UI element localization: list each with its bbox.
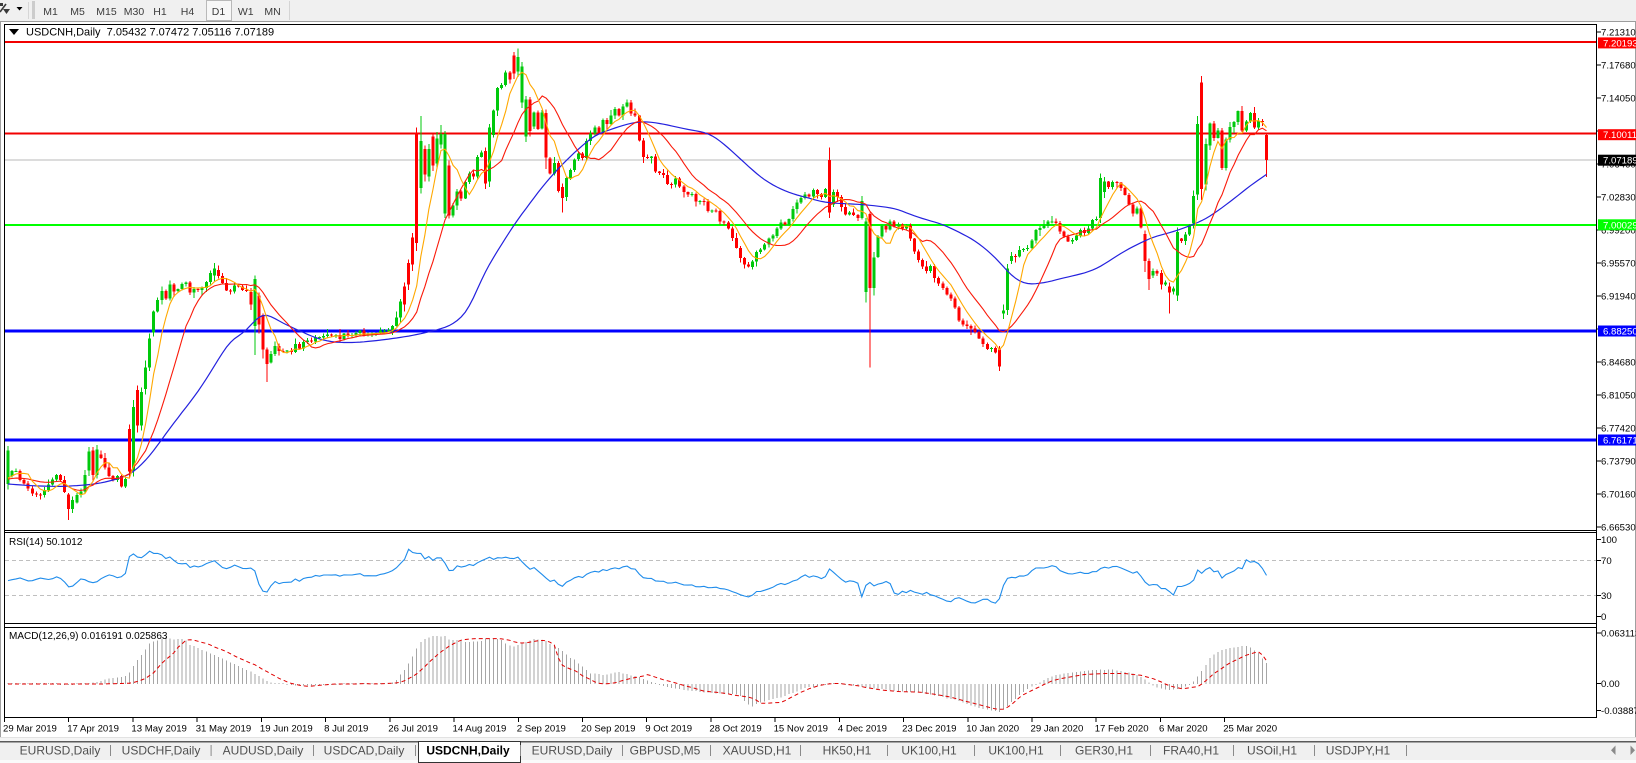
- svg-text:D1: D1: [212, 6, 226, 18]
- svg-text:7.10011: 7.10011: [1603, 130, 1636, 141]
- svg-text:2 Sep 2019: 2 Sep 2019: [517, 724, 566, 735]
- svg-text:7.02830: 7.02830: [1601, 193, 1636, 204]
- svg-text:20 Sep 2019: 20 Sep 2019: [581, 724, 635, 735]
- svg-text:30: 30: [1601, 591, 1612, 602]
- svg-text:6.91940: 6.91940: [1601, 292, 1636, 303]
- svg-text:H1: H1: [153, 6, 167, 18]
- svg-text:W1: W1: [238, 6, 254, 18]
- svg-text:28 Oct 2019: 28 Oct 2019: [709, 724, 761, 735]
- svg-text:6 Mar 2020: 6 Mar 2020: [1159, 724, 1208, 735]
- svg-text:13 May 2019: 13 May 2019: [131, 724, 186, 735]
- svg-text:26 Jul 2019: 26 Jul 2019: [388, 724, 438, 735]
- svg-text:USOil,H1: USOil,H1: [1247, 744, 1297, 758]
- svg-text:7.21310: 7.21310: [1601, 28, 1636, 39]
- svg-text:9 Oct 2019: 9 Oct 2019: [645, 724, 692, 735]
- svg-text:UK100,H1: UK100,H1: [988, 744, 1044, 758]
- svg-text:100: 100: [1601, 535, 1617, 546]
- svg-text:17 Apr 2019: 17 Apr 2019: [67, 724, 119, 735]
- svg-text:MN: MN: [264, 6, 280, 18]
- svg-text:USDCHF,Daily: USDCHF,Daily: [122, 744, 201, 758]
- svg-text:7.20193: 7.20193: [1603, 38, 1636, 49]
- svg-text:XAUUSD,H1: XAUUSD,H1: [723, 744, 792, 758]
- svg-text:H4: H4: [181, 6, 195, 18]
- svg-text:USDJPY,H1: USDJPY,H1: [1326, 744, 1391, 758]
- svg-text:8 Jul 2019: 8 Jul 2019: [324, 724, 368, 735]
- svg-text:19 Jun 2019: 19 Jun 2019: [260, 724, 313, 735]
- svg-text:4 Dec 2019: 4 Dec 2019: [838, 724, 887, 735]
- svg-text:15 Nov 2019: 15 Nov 2019: [774, 724, 828, 735]
- svg-text:GBPUSD,M5: GBPUSD,M5: [630, 744, 701, 758]
- svg-text:GER30,H1: GER30,H1: [1075, 744, 1133, 758]
- svg-text:6.88250: 6.88250: [1603, 327, 1636, 338]
- svg-text:7.14050: 7.14050: [1601, 94, 1636, 105]
- svg-text:14 Aug 2019: 14 Aug 2019: [453, 724, 507, 735]
- svg-text:6.66530: 6.66530: [1601, 523, 1636, 534]
- svg-text:6.70160: 6.70160: [1601, 490, 1636, 501]
- svg-text:6.81050: 6.81050: [1601, 391, 1636, 402]
- svg-text:23 Dec 2019: 23 Dec 2019: [902, 724, 956, 735]
- svg-text:FRA40,H1: FRA40,H1: [1163, 744, 1219, 758]
- svg-text:M5: M5: [70, 6, 85, 18]
- svg-text:25 Mar 2020: 25 Mar 2020: [1223, 724, 1277, 735]
- svg-text:UK100,H1: UK100,H1: [901, 744, 957, 758]
- svg-text:6.95570: 6.95570: [1601, 259, 1636, 270]
- svg-text:AUDUSD,Daily: AUDUSD,Daily: [223, 744, 304, 758]
- svg-text:USDCAD,Daily: USDCAD,Daily: [324, 744, 405, 758]
- svg-text:M1: M1: [43, 6, 58, 18]
- svg-text:-0.038875: -0.038875: [1601, 706, 1636, 717]
- svg-text:10 Jan 2020: 10 Jan 2020: [966, 724, 1019, 735]
- svg-text:MACD(12,26,9) 0.016191 0.02586: MACD(12,26,9) 0.016191 0.025863: [9, 631, 168, 642]
- svg-text:USDCNH,Daily 7.05432 7.07472: USDCNH,Daily 7.05432 7.07472 7.05116 7.0…: [26, 27, 274, 39]
- svg-text:6.77420: 6.77420: [1601, 424, 1636, 435]
- svg-text:6.99200: 6.99200: [1601, 226, 1636, 237]
- svg-text:6.84680: 6.84680: [1601, 358, 1636, 369]
- svg-text:7.07189: 7.07189: [1603, 156, 1636, 167]
- svg-text:29 Jan 2020: 29 Jan 2020: [1031, 724, 1084, 735]
- svg-text:0.00: 0.00: [1601, 679, 1620, 690]
- svg-text:HK50,H1: HK50,H1: [823, 744, 872, 758]
- svg-text:70: 70: [1601, 556, 1612, 567]
- svg-text:USDCNH,Daily: USDCNH,Daily: [426, 744, 510, 758]
- svg-text:EURUSD,Daily: EURUSD,Daily: [532, 744, 613, 758]
- svg-text:31 May 2019: 31 May 2019: [196, 724, 251, 735]
- svg-text:M15: M15: [96, 6, 117, 18]
- svg-text:M30: M30: [124, 6, 145, 18]
- svg-text:RSI(14) 50.1012: RSI(14) 50.1012: [9, 537, 83, 548]
- svg-text:17 Feb 2020: 17 Feb 2020: [1095, 724, 1149, 735]
- svg-text:29 Mar 2019: 29 Mar 2019: [3, 724, 57, 735]
- svg-text:7.00029: 7.00029: [1603, 220, 1636, 231]
- svg-text:EURUSD,Daily: EURUSD,Daily: [20, 744, 101, 758]
- svg-text:6.76171: 6.76171: [1603, 436, 1636, 447]
- svg-text:7.17680: 7.17680: [1601, 61, 1636, 72]
- svg-text:0: 0: [1601, 612, 1606, 623]
- svg-text:0.063113: 0.063113: [1601, 629, 1636, 640]
- svg-text:6.73790: 6.73790: [1601, 457, 1636, 468]
